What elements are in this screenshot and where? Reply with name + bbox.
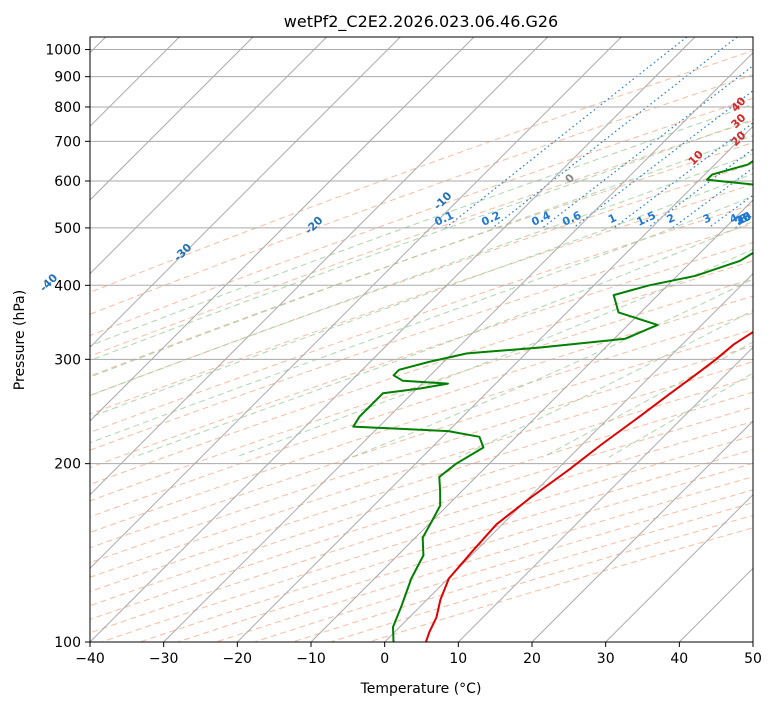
dry-adiabat-label: 0 (563, 171, 578, 186)
y-tick-label: 200 (54, 457, 81, 473)
dry-adiabat-line (292, 37, 775, 642)
y-tick-label: 900 (54, 70, 81, 86)
y-tick-label: 100 (54, 635, 81, 651)
dry-adiabat-line (102, 37, 775, 642)
isotherm-line (0, 37, 253, 642)
x-tick-label: −10 (296, 651, 326, 667)
dry-adiabat-line (178, 37, 775, 642)
x-tick-label: −40 (75, 651, 105, 667)
isotherm-line (0, 37, 474, 642)
x-tick-label: 20 (523, 651, 541, 667)
mixing-ratio-line (446, 37, 687, 228)
profiles (353, 87, 775, 642)
moist-adiabat-line (235, 37, 775, 457)
dry-adiabat-line (0, 37, 775, 642)
isotherm-line (0, 37, 327, 642)
y-tick-label: 400 (54, 278, 81, 294)
isotherm-line (164, 37, 769, 642)
mixing-ratio-label: 3 (701, 211, 713, 226)
mixing-ratio-line (614, 37, 775, 228)
mixing-ratio-label: 36 (734, 209, 754, 227)
mixing-ratio-line (672, 37, 775, 228)
y-axis-label: Pressure (hPa) (12, 290, 28, 390)
dry-adiabat-line (0, 37, 775, 642)
dry-adiabat-line (0, 37, 775, 642)
dry-adiabat-line (331, 37, 775, 642)
isotherm-line (679, 37, 775, 642)
dry-adiabat-line (0, 37, 775, 642)
dry-adiabat-line (0, 37, 775, 642)
dry-adiabat-line (0, 37, 775, 642)
mixing-ratio-label: 2 (665, 211, 677, 226)
dry-adiabat-line (216, 37, 775, 642)
dry-adiabat-line (0, 37, 775, 642)
moist-adiabat-line (351, 37, 775, 457)
dry-adiabat-line (0, 37, 775, 642)
mixing-ratio-label: 1 (606, 211, 618, 226)
x-tick-label: 10 (449, 651, 467, 667)
dry-adiabat-line (0, 37, 775, 642)
mixing-ratio-label: 1.5 (635, 209, 658, 229)
dry-adiabat-line (0, 37, 775, 642)
isotherm-line (385, 37, 775, 642)
x-tick-label: −30 (149, 651, 179, 667)
isotherm-line (753, 37, 775, 642)
dry-adiabat-line (0, 37, 775, 642)
dry-adiabat-label: 40 (729, 94, 749, 114)
dry-adiabat-line (0, 37, 775, 642)
line-labels: -100-90-80-70-60-50-40-30-20-10010203040… (0, 94, 754, 596)
dry-adiabat-line (0, 37, 775, 642)
background-lines (0, 37, 775, 642)
chart-title: wetPf2_C2E2.2026.023.06.46.G26 (284, 12, 558, 32)
dry-adiabat-label: -30 (171, 241, 194, 264)
dry-adiabat-label: 10 (686, 148, 706, 168)
dry-adiabat-label: -10 (431, 189, 454, 212)
moist-adiabat-line (52, 37, 775, 457)
y-tick-label: 700 (54, 134, 81, 150)
isotherm-line (237, 37, 775, 642)
y-tick-label: 500 (54, 221, 81, 237)
x-tick-label: 50 (744, 651, 762, 667)
dry-adiabat-line (0, 37, 775, 642)
y-tick-label: 300 (54, 352, 81, 368)
dry-adiabat-line (0, 37, 775, 642)
x-axis-label: Temperature (°C) (360, 681, 482, 697)
x-tick-label: 30 (597, 651, 615, 667)
mixing-ratio-label: 0.4 (529, 209, 552, 229)
dry-adiabat-line (0, 37, 775, 642)
x-tick-label: 40 (670, 651, 688, 667)
dry-adiabat-line (0, 37, 775, 642)
isotherm-line (606, 37, 775, 642)
dry-adiabat-label: -20 (302, 214, 325, 237)
dry-adiabat-line (0, 37, 775, 642)
dry-adiabat-line (369, 37, 775, 642)
dry-adiabat-line (0, 37, 775, 642)
mixing-ratio-label: 0.1 (433, 209, 456, 229)
isotherm-line (0, 37, 400, 642)
moist-adiabat-line (459, 37, 775, 457)
y-tick-label: 600 (54, 174, 81, 190)
y-tick-label: 800 (54, 100, 81, 116)
dry-adiabat-label: 20 (729, 129, 749, 149)
dewpoint-line (353, 87, 775, 642)
y-tick-label: 1000 (45, 43, 81, 59)
x-tick-label: 0 (380, 651, 389, 667)
isotherm-line (90, 37, 695, 642)
x-tick-label: −20 (223, 651, 253, 667)
